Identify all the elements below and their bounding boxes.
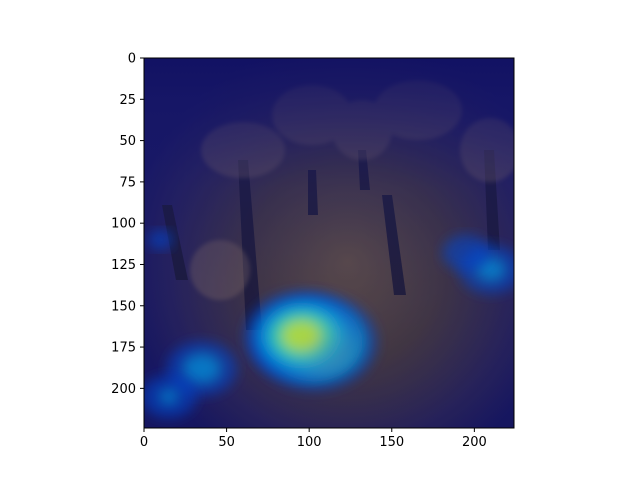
hotspot-1 [244, 291, 358, 380]
x-tick-label-0: 0 [140, 435, 148, 450]
y-tick-label-5: 125 [111, 258, 136, 273]
y-tick-label-0: 0 [128, 52, 136, 67]
hotspot-6 [147, 229, 174, 250]
hotspot-5 [442, 234, 490, 272]
hotspot-3 [144, 375, 197, 419]
y-tick-label-8: 200 [111, 382, 136, 397]
y-axis: 0 25 50 75 100 125 150 175 200 [111, 52, 144, 397]
y-tick-label-1: 25 [119, 93, 136, 108]
plot-area [144, 58, 514, 428]
x-tick-label-2: 100 [297, 435, 322, 450]
y-tick-label-7: 175 [111, 341, 136, 356]
heatmap-hotspots [144, 229, 514, 419]
y-tick-label-4: 100 [111, 217, 136, 232]
x-tick-label-4: 200 [462, 435, 487, 450]
x-tick-label-1: 50 [218, 435, 235, 450]
x-tick-label-3: 150 [379, 435, 404, 450]
y-tick-label-6: 150 [111, 299, 136, 314]
y-tick-label-2: 50 [119, 134, 136, 149]
plot-frame [143, 57, 515, 429]
y-tick-label-3: 75 [119, 175, 136, 190]
x-axis: 0 50 100 150 200 [140, 428, 487, 450]
